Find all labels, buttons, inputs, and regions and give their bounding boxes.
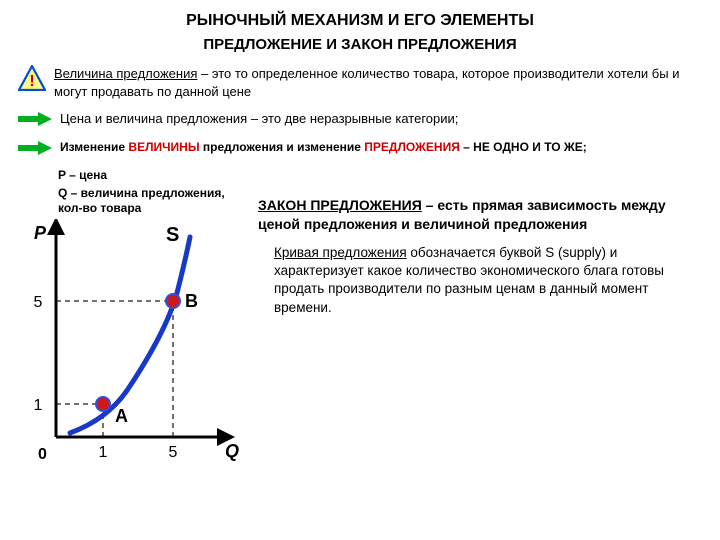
b2-w1: ВЕЛИЧИНЫ: [128, 140, 199, 154]
b2-mid: предложения и изменение: [200, 140, 365, 154]
bullet-2-text: Изменение ВЕЛИЧИНЫ предложения и изменен…: [60, 139, 702, 155]
svg-text:1: 1: [99, 444, 108, 461]
bullet-1-row: Цена и величина предложения – это две не…: [18, 110, 702, 129]
svg-text:P: P: [34, 223, 47, 243]
legend-q: Q – величина предложения, кол-во товара: [58, 186, 248, 217]
law-term: ЗАКОН ПРЕДЛОЖЕНИЯ: [258, 197, 422, 213]
chart-column: P – цена Q – величина предложения, кол-в…: [18, 168, 248, 472]
svg-text:!: !: [29, 73, 34, 90]
law-text: ЗАКОН ПРЕДЛОЖЕНИЯ – есть прямая зависимо…: [258, 196, 702, 234]
right-column: ЗАКОН ПРЕДЛОЖЕНИЯ – есть прямая зависимо…: [258, 168, 702, 472]
b2-post: – НЕ ОДНО И ТО ЖЕ;: [460, 140, 587, 154]
arrow-icon: [18, 141, 52, 158]
arrow-icon: [18, 112, 52, 129]
definition-text: Величина предложения – это то определенн…: [54, 65, 702, 100]
sub-title: ПРЕДЛОЖЕНИЕ И ЗАКОН ПРЕДЛОЖЕНИЯ: [18, 36, 702, 53]
bullet-2-row: Изменение ВЕЛИЧИНЫ предложения и изменен…: [18, 139, 702, 158]
svg-text:1: 1: [34, 397, 43, 414]
b2-pre: Изменение: [60, 140, 128, 154]
legend-p: P – цена: [58, 168, 248, 184]
svg-text:0: 0: [38, 446, 47, 463]
svg-text:5: 5: [34, 294, 43, 311]
svg-text:B: B: [185, 291, 198, 311]
supply-chart: P Q 0 S A B 1 5 1 5: [18, 219, 243, 469]
warning-icon: !: [18, 65, 46, 94]
svg-text:Q: Q: [225, 441, 239, 461]
curve-term: Кривая предложения: [274, 245, 407, 260]
definition-term: Величина предложения: [54, 66, 197, 81]
curve-description: Кривая предложения обозначается буквой S…: [258, 244, 702, 317]
definition-row: ! Величина предложения – это то определе…: [18, 65, 702, 100]
svg-text:S: S: [166, 224, 179, 246]
svg-text:A: A: [115, 406, 128, 426]
main-title: РЫНОЧНЫЙ МЕХАНИЗМ И ЕГО ЭЛЕМЕНТЫ: [18, 12, 702, 30]
b2-w2: ПРЕДЛОЖЕНИЯ: [364, 140, 460, 154]
bullet-1-text: Цена и величина предложения – это две не…: [60, 110, 702, 128]
lower-section: P – цена Q – величина предложения, кол-в…: [18, 168, 702, 472]
svg-text:5: 5: [169, 444, 178, 461]
